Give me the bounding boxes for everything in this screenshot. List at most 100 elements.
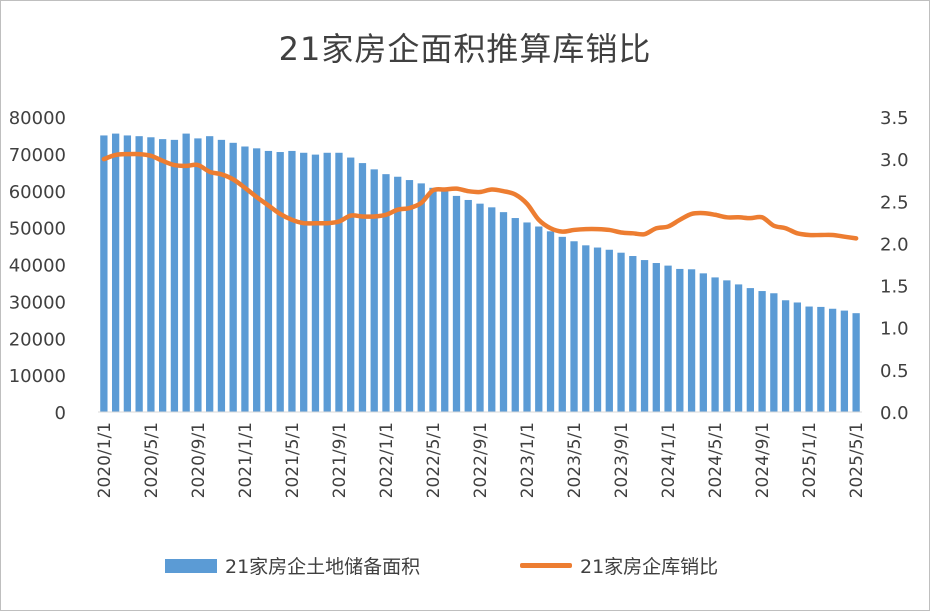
bar <box>382 174 390 412</box>
x-tick-label: 2022/1/1 <box>377 422 397 498</box>
bar <box>640 260 649 412</box>
left-tick-label: 20000 <box>9 329 66 350</box>
bar <box>135 136 143 412</box>
bar <box>276 152 284 412</box>
bar <box>429 187 437 412</box>
bar <box>347 157 355 412</box>
bar <box>617 252 625 412</box>
bar <box>147 137 155 412</box>
bar <box>123 135 132 412</box>
bar <box>687 269 696 412</box>
line-series <box>101 151 859 241</box>
bar <box>593 247 602 412</box>
bar <box>499 212 508 412</box>
bar <box>570 241 578 412</box>
bar <box>805 306 813 412</box>
bar <box>311 154 320 413</box>
bar <box>170 139 179 413</box>
x-tick-label: 2024/9/1 <box>753 422 773 498</box>
left-tick-label: 80000 <box>9 108 66 129</box>
bar <box>523 222 531 412</box>
bar <box>828 308 837 412</box>
x-tick-label: 2024/5/1 <box>706 422 726 498</box>
x-tick-label: 2021/1/1 <box>236 422 256 498</box>
bar <box>605 249 613 412</box>
bar <box>699 273 707 412</box>
bar <box>840 310 849 412</box>
left-tick-label: 30000 <box>9 292 66 313</box>
left-tick-label: 60000 <box>9 182 66 203</box>
bar <box>182 133 190 412</box>
bar <box>711 277 719 412</box>
legend: 21家房企土地储备面积 21家房企库销比 <box>0 552 930 582</box>
bar <box>111 133 120 412</box>
bar <box>734 284 743 412</box>
bar <box>511 218 519 412</box>
x-tick-label: 2020/1/1 <box>95 422 115 498</box>
bar <box>441 191 449 412</box>
bar <box>758 291 766 412</box>
x-tick-label: 2022/5/1 <box>424 422 444 498</box>
bar <box>300 152 308 412</box>
x-tick-label: 2021/5/1 <box>283 422 303 498</box>
bar <box>241 146 249 412</box>
x-tick-label: 2020/9/1 <box>189 422 209 498</box>
bar <box>746 288 754 412</box>
bar <box>852 313 860 412</box>
right-tick-label: 0.0 <box>880 403 909 424</box>
right-tick-label: 1.0 <box>880 319 909 340</box>
x-tick-label: 2021/9/1 <box>330 422 350 498</box>
left-tick-label: 40000 <box>9 256 66 277</box>
x-tick-label: 2024/1/1 <box>659 422 679 498</box>
bar <box>417 183 425 413</box>
bar-series <box>100 133 860 413</box>
bar <box>288 150 296 412</box>
x-tick-label: 2023/5/1 <box>565 422 585 498</box>
bar <box>194 138 202 412</box>
bar <box>488 207 496 412</box>
right-tick-label: 2.0 <box>880 234 909 255</box>
right-tick-label: 2.5 <box>880 192 909 213</box>
bar <box>452 195 461 412</box>
x-tick-label: 2023/9/1 <box>612 422 632 498</box>
bar <box>676 268 684 412</box>
right-axis: 0.0 0.5 1.0 1.5 2.0 2.5 3.0 3.5 <box>880 108 909 424</box>
bar <box>546 231 555 412</box>
left-tick-label: 10000 <box>9 366 66 387</box>
bar <box>723 280 731 412</box>
bar <box>394 176 402 412</box>
x-tick-label: 2020/5/1 <box>142 422 162 498</box>
bar <box>781 300 790 412</box>
left-axis: 0 10000 20000 30000 40000 50000 60000 70000 8000… <box>9 108 66 424</box>
bar <box>629 256 637 412</box>
left-tick-label: 50000 <box>9 219 66 240</box>
x-tick-label: 2023/1/1 <box>518 422 538 498</box>
chart-title: 21家房企面积推算库销比 <box>278 30 652 68</box>
bar <box>770 293 778 412</box>
bar <box>159 139 167 413</box>
legend-swatch-line <box>520 563 572 568</box>
legend-item-bar: 21家房企土地储备面积 <box>165 552 420 579</box>
right-tick-label: 3.0 <box>880 150 909 171</box>
series-line <box>101 151 859 241</box>
bar <box>652 263 660 412</box>
x-axis: 2020/1/1 2020/5/1 2020/9/1 2021/1/1 2021/5/1… <box>95 411 867 498</box>
bar <box>793 302 801 412</box>
bar <box>253 148 261 412</box>
legend-label-bar: 21家房企土地储备面积 <box>225 556 421 578</box>
x-tick-label: 2025/5/1 <box>847 422 867 498</box>
bar <box>582 245 590 412</box>
legend-swatch-bar <box>165 558 217 573</box>
bar <box>370 169 378 412</box>
bar <box>476 203 484 412</box>
bar <box>323 152 331 412</box>
bar <box>206 136 214 412</box>
bar <box>335 152 343 412</box>
right-tick-label: 3.5 <box>880 108 909 129</box>
x-tick-label: 2022/9/1 <box>471 422 491 498</box>
left-tick-label: 70000 <box>9 145 66 166</box>
bar <box>217 139 226 413</box>
bar <box>100 135 108 412</box>
right-tick-label: 0.5 <box>880 361 909 382</box>
